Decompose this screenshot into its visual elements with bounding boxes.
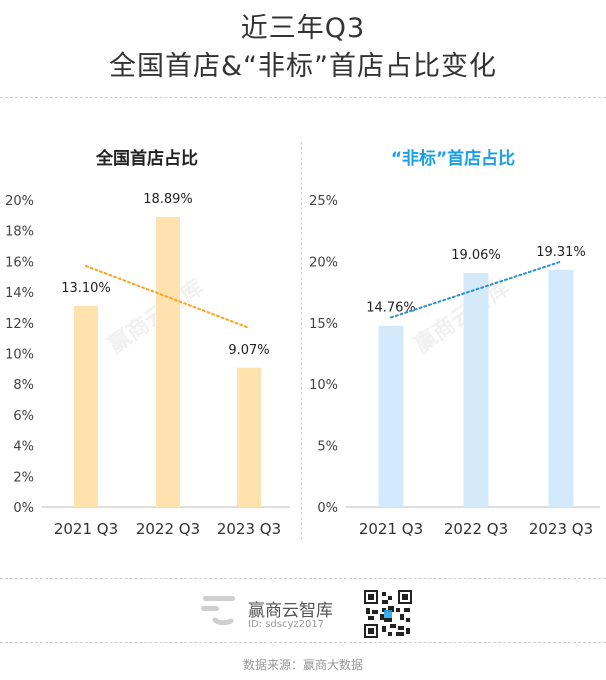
data-source: 数据来源：赢商大数据 [242, 658, 363, 672]
bar [463, 272, 489, 507]
watermark-text: 赢商云智库 [409, 274, 514, 358]
y-tick-label: 0% [317, 501, 338, 516]
chart-title: “非标”首店占比 [391, 148, 515, 169]
trendline [390, 260, 562, 319]
y-tick-label: 5% [317, 440, 338, 455]
data-label: 18.89% [143, 192, 193, 207]
data-label: 9.07% [228, 343, 269, 358]
title-divider [0, 97, 606, 98]
footer-divider-bottom [0, 642, 606, 643]
qr-code-icon [364, 590, 412, 638]
y-tick-label: 25% [309, 194, 338, 209]
chart-national-first-store-share: 赢商云智库全国首店占比0%2%4%6%8%10%12%14%16%18%20%1… [5, 148, 290, 538]
bar [237, 367, 261, 507]
y-tick-label: 8% [13, 378, 34, 393]
chart-nonstandard-first-store-share: 赢商云智库 “非标”首店占比 0% 5% 10% 15% 20% 25% 14.76% 2021 … [309, 148, 600, 538]
page-title-line-2: 全国首店&“非标”首店占比变化 [108, 51, 498, 82]
trendline [85, 264, 250, 329]
data-label: 19.06% [451, 248, 501, 263]
footer-brand-name: 赢商云智库 [248, 601, 333, 621]
y-tick-label: 14% [5, 286, 34, 301]
footer-divider-top [0, 578, 606, 579]
y-tick-label: 20% [309, 255, 338, 270]
x-tick-label: 2023 Q3 [529, 520, 593, 538]
y-tick-label: 15% [309, 317, 338, 332]
x-tick-label: 2023 Q3 [217, 520, 281, 538]
y-tick-label: 4% [13, 440, 34, 455]
chart-title: 全国首店占比 [95, 148, 198, 169]
bar [156, 217, 180, 507]
brand-logo-icon [201, 594, 241, 630]
y-tick-label: 18% [5, 225, 34, 240]
data-label: 19.31% [536, 245, 586, 260]
y-tick-label: 10% [5, 348, 34, 363]
x-tick-label: 2022 Q3 [444, 520, 508, 538]
bar [378, 325, 404, 507]
x-tick-label: 2022 Q3 [136, 520, 200, 538]
y-tick-label: 2% [13, 470, 34, 485]
data-label: 13.10% [61, 281, 111, 296]
y-tick-label: 0% [13, 501, 34, 516]
y-tick-label: 10% [309, 378, 338, 393]
y-tick-label: 6% [13, 409, 34, 424]
y-tick-label: 16% [5, 255, 34, 270]
x-tick-label: 2021 Q3 [359, 520, 423, 538]
footer-account-id: ID: sdscyz2017 [248, 619, 325, 630]
y-tick-label: 12% [5, 317, 34, 332]
bar [548, 269, 574, 507]
page-title-line-1: 近三年Q3 [240, 13, 366, 44]
chart-divider [301, 142, 302, 540]
x-tick-label: 2021 Q3 [54, 520, 118, 538]
data-label: 14.76% [366, 301, 416, 316]
bar [74, 305, 98, 507]
y-tick-label: 20% [5, 194, 34, 209]
